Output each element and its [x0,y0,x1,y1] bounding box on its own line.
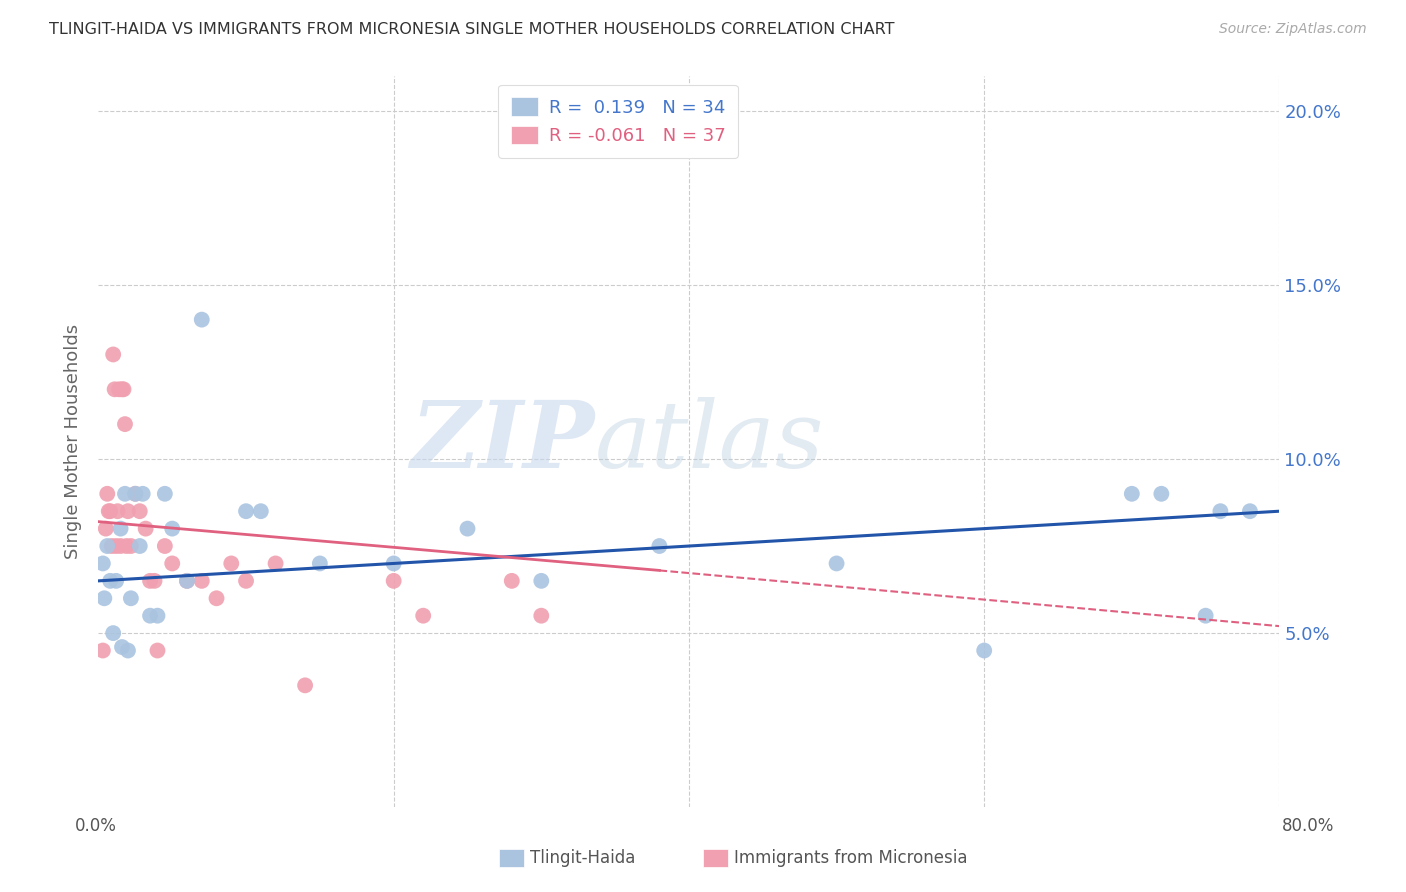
Point [93,591,115,606]
Point [191,574,214,588]
Point [382,574,405,588]
Point [128,504,150,518]
Point [135,522,157,536]
Point [114,487,136,501]
Point [139,608,162,623]
Point [457,522,479,536]
Point [162,522,183,536]
Point [128,539,150,553]
Point [110,522,132,536]
Point [250,504,273,518]
Point [124,487,146,501]
Point [91,557,114,571]
Point [115,539,138,553]
Point [1195,608,1218,623]
Point [104,382,127,396]
Point [1121,487,1143,501]
Point [105,539,128,553]
Text: ZIP: ZIP [411,397,595,486]
Point [98,574,121,588]
Point [97,504,120,518]
Point [146,643,169,657]
Point [112,382,135,396]
Point [382,557,405,571]
Point [1150,487,1173,501]
Point [1239,504,1261,518]
Point [221,557,243,571]
Point [176,574,198,588]
Point [973,643,995,657]
Point [143,574,166,588]
Text: Tlingit-Haida: Tlingit-Haida [530,849,636,867]
Point [96,539,118,553]
Legend: R =  0.139   N = 34, R = -0.061   N = 37: R = 0.139 N = 34, R = -0.061 N = 37 [498,85,738,158]
Point [294,678,316,692]
Point [153,539,176,553]
Point [98,504,121,518]
Point [235,504,257,518]
Point [153,487,176,501]
Point [100,539,122,553]
Point [107,504,129,518]
Point [124,487,146,501]
Point [117,643,139,657]
Point [648,539,671,553]
Point [105,574,128,588]
Point [191,312,214,326]
Text: Immigrants from Micronesia: Immigrants from Micronesia [734,849,967,867]
Point [309,557,332,571]
Point [530,574,553,588]
Point [120,591,142,606]
Point [501,574,523,588]
Point [94,522,117,536]
Point [530,608,553,623]
Y-axis label: Single Mother Households: Single Mother Households [65,324,83,559]
Point [162,557,183,571]
Point [114,417,136,431]
Point [205,591,228,606]
Point [139,574,162,588]
Point [120,539,142,553]
Text: atlas: atlas [595,397,824,486]
Text: 0.0%: 0.0% [75,817,117,835]
Point [96,487,118,501]
Point [103,626,125,640]
Text: 80.0%: 80.0% [1281,817,1334,835]
Point [264,557,287,571]
Point [117,504,139,518]
Point [111,640,134,654]
Text: Source: ZipAtlas.com: Source: ZipAtlas.com [1219,22,1367,37]
Point [1209,504,1232,518]
Point [111,382,134,396]
Point [110,539,132,553]
Text: TLINGIT-HAIDA VS IMMIGRANTS FROM MICRONESIA SINGLE MOTHER HOUSEHOLDS CORRELATION: TLINGIT-HAIDA VS IMMIGRANTS FROM MICRONE… [49,22,894,37]
Point [91,643,114,657]
Point [108,382,131,396]
Point [825,557,848,571]
Point [103,347,125,361]
Point [132,487,155,501]
Point [235,574,257,588]
Point [146,608,169,623]
Point [412,608,434,623]
Point [176,574,198,588]
